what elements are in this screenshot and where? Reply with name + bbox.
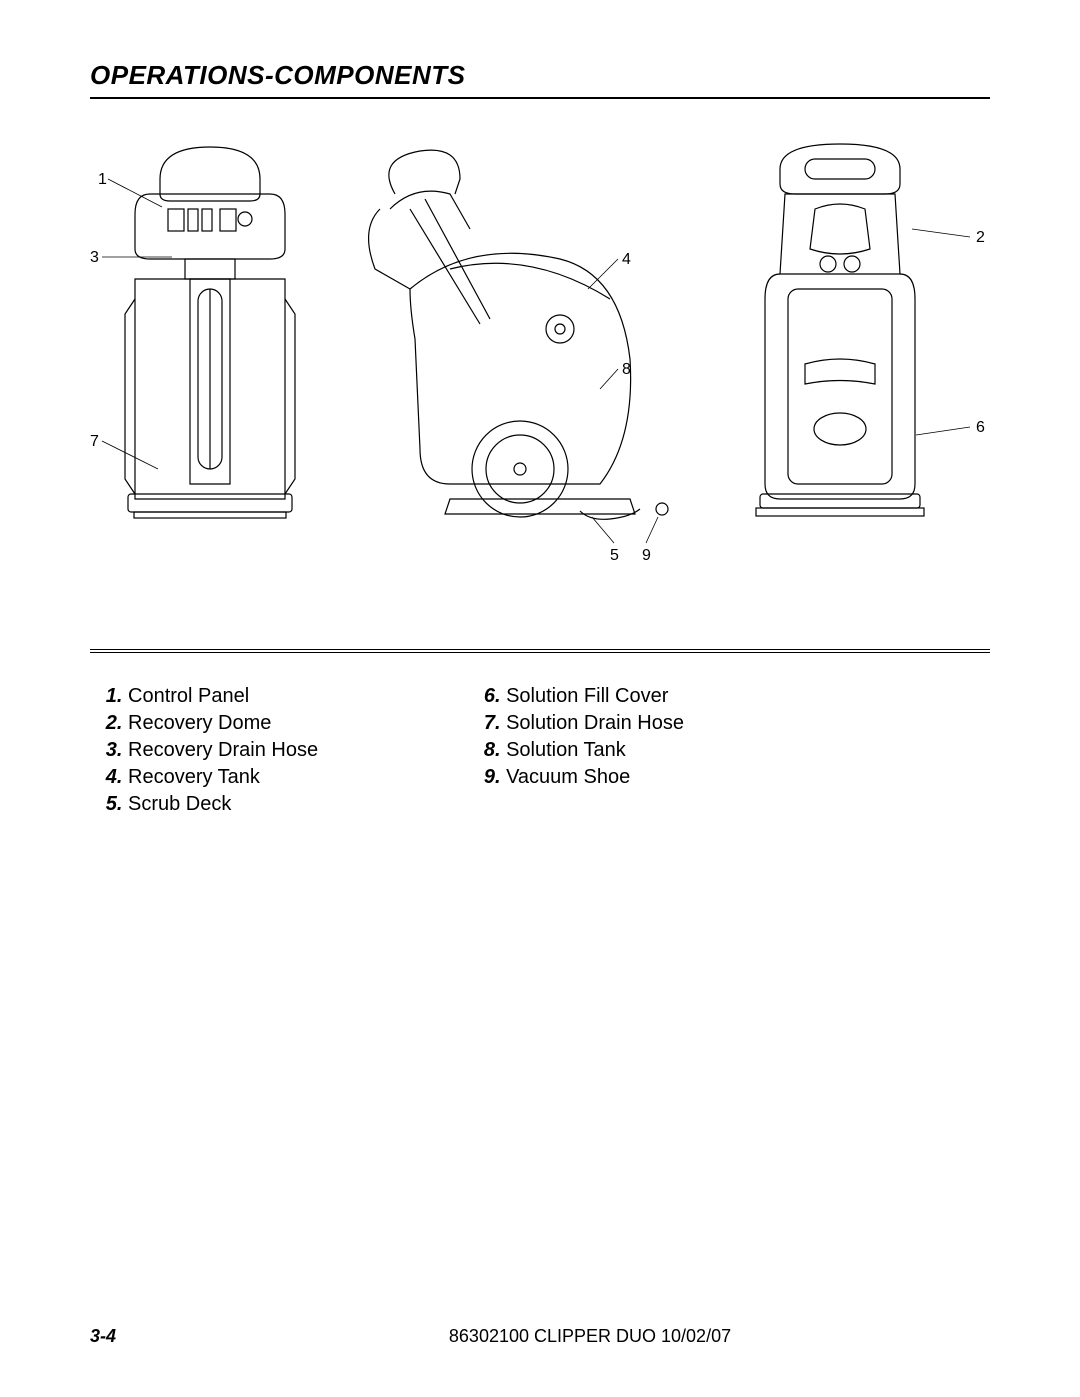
diagram-area: 1 3 7 4 8 5 9 2 6 xyxy=(90,139,990,619)
view-front xyxy=(756,144,924,516)
list-item: Scrub Deck xyxy=(128,791,318,818)
component-list-left: Control Panel Recovery Dome Recovery Dra… xyxy=(100,683,318,818)
section-rule xyxy=(90,649,990,653)
list-item: Control Panel xyxy=(128,683,318,710)
view-rear xyxy=(125,147,295,518)
component-lists: Control Panel Recovery Dome Recovery Dra… xyxy=(90,683,990,818)
manual-page: OPERATIONS-COMPONENTS 1 3 7 4 8 5 9 2 6 xyxy=(0,0,1080,1397)
page-footer: 3-4 86302100 CLIPPER DUO 10/02/07 xyxy=(90,1326,990,1347)
list-item: Recovery Drain Hose xyxy=(128,737,318,764)
page-title: OPERATIONS-COMPONENTS xyxy=(90,60,990,99)
footer-doc-id: 86302100 CLIPPER DUO 10/02/07 xyxy=(190,1326,990,1347)
list-item: Solution Drain Hose xyxy=(506,710,684,737)
list-item: Solution Tank xyxy=(506,737,684,764)
list-item: Recovery Tank xyxy=(128,764,318,791)
component-diagram xyxy=(90,139,990,619)
list-item: Recovery Dome xyxy=(128,710,318,737)
view-side xyxy=(369,150,668,519)
list-item: Solution Fill Cover xyxy=(506,683,684,710)
component-list-right: Solution Fill Cover Solution Drain Hose … xyxy=(478,683,684,818)
list-item: Vacuum Shoe xyxy=(506,764,684,791)
